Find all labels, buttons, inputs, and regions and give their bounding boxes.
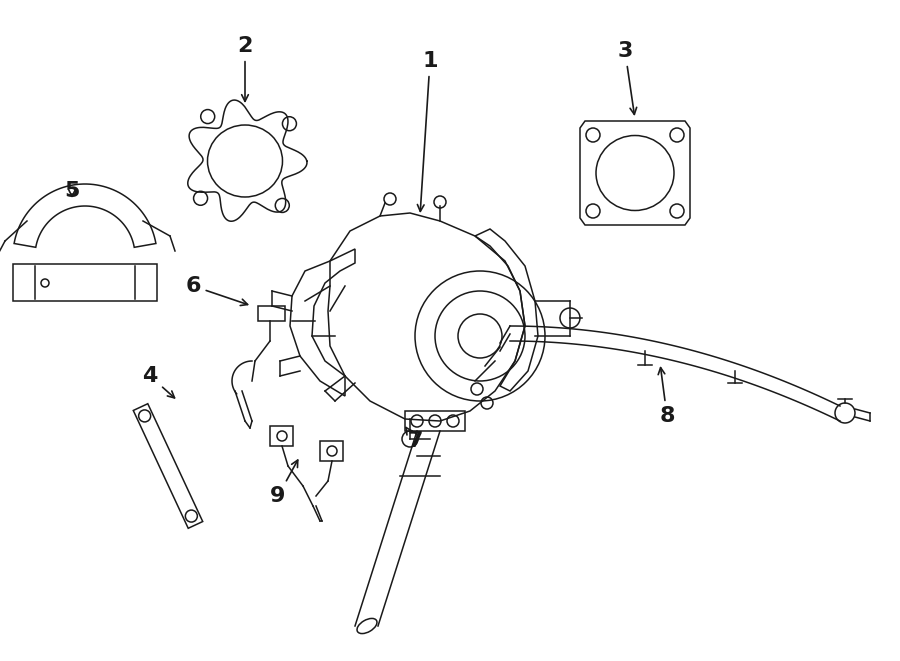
Text: 9: 9 bbox=[270, 460, 298, 506]
Text: 3: 3 bbox=[617, 41, 636, 114]
Text: 8: 8 bbox=[658, 368, 675, 426]
Text: 7: 7 bbox=[406, 428, 423, 451]
Text: 5: 5 bbox=[64, 181, 80, 201]
Text: 4: 4 bbox=[142, 366, 175, 398]
Text: 6: 6 bbox=[185, 276, 248, 305]
Text: 2: 2 bbox=[238, 36, 253, 101]
Text: 1: 1 bbox=[418, 51, 437, 212]
